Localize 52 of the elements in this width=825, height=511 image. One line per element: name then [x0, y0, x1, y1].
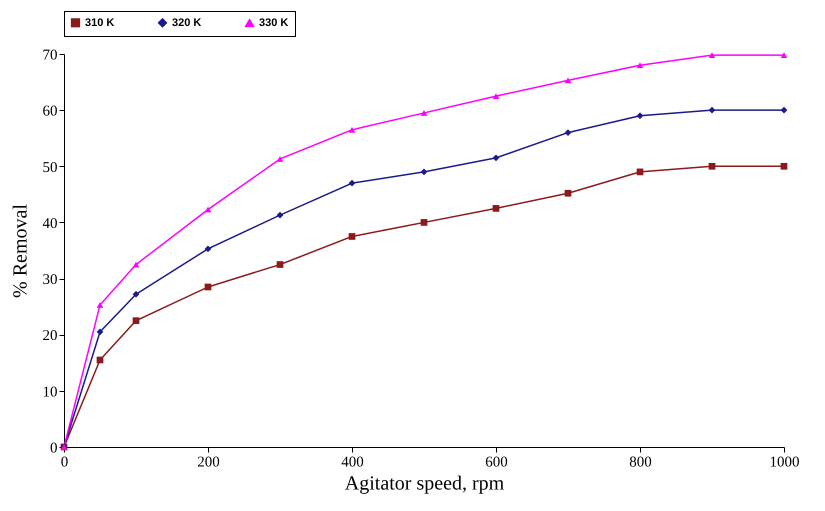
point: [348, 180, 356, 186]
point: [204, 245, 212, 252]
point: [276, 212, 284, 218]
point: [780, 106, 788, 114]
point: [492, 154, 500, 162]
point: [276, 156, 284, 162]
point: [564, 129, 572, 136]
point: [708, 162, 716, 170]
point: [204, 284, 212, 290]
x-tick-label: 800: [629, 454, 652, 470]
y-tick-label: 50: [42, 160, 58, 176]
x-tick-label: 0: [60, 454, 68, 470]
point: [276, 261, 284, 268]
point: [708, 52, 716, 58]
point: [204, 206, 212, 212]
point: [96, 356, 104, 364]
point: [492, 205, 500, 212]
point: [636, 62, 644, 68]
point: [780, 52, 788, 58]
y-tick-label: 40: [42, 216, 58, 232]
y-tick-label: 30: [42, 272, 58, 288]
point: [420, 168, 428, 176]
point: [96, 302, 104, 308]
x-tick-label: 600: [485, 454, 508, 470]
point: [132, 317, 140, 324]
x-tick-label: 1000: [770, 454, 800, 470]
legend-label: 310 K: [85, 16, 114, 29]
y-axis-title: % Removal: [10, 204, 32, 298]
point: [420, 219, 428, 226]
point: [132, 262, 140, 268]
x-axis-title: Agitator speed, rpm: [344, 472, 505, 494]
y-tick-label: 0: [50, 440, 58, 456]
point: [636, 112, 644, 120]
legend-label: 330 K: [259, 17, 288, 30]
x-tick-label: 200: [197, 454, 220, 470]
point: [348, 126, 356, 133]
y-tick-label: 10: [42, 384, 58, 400]
point: [636, 168, 644, 176]
legend-label: 320 K: [172, 16, 202, 29]
point: [564, 77, 572, 84]
point: [564, 190, 572, 197]
y-tick-label: 70: [42, 48, 58, 64]
y-tick-label: 60: [42, 104, 58, 120]
point: [348, 233, 356, 240]
point: [492, 93, 500, 100]
y-tick-label: 20: [42, 328, 58, 344]
point: [132, 290, 140, 298]
x-tick-label: 400: [341, 454, 364, 470]
point: [780, 162, 788, 170]
point: [708, 106, 716, 114]
point: [96, 328, 104, 336]
point: [420, 110, 428, 116]
